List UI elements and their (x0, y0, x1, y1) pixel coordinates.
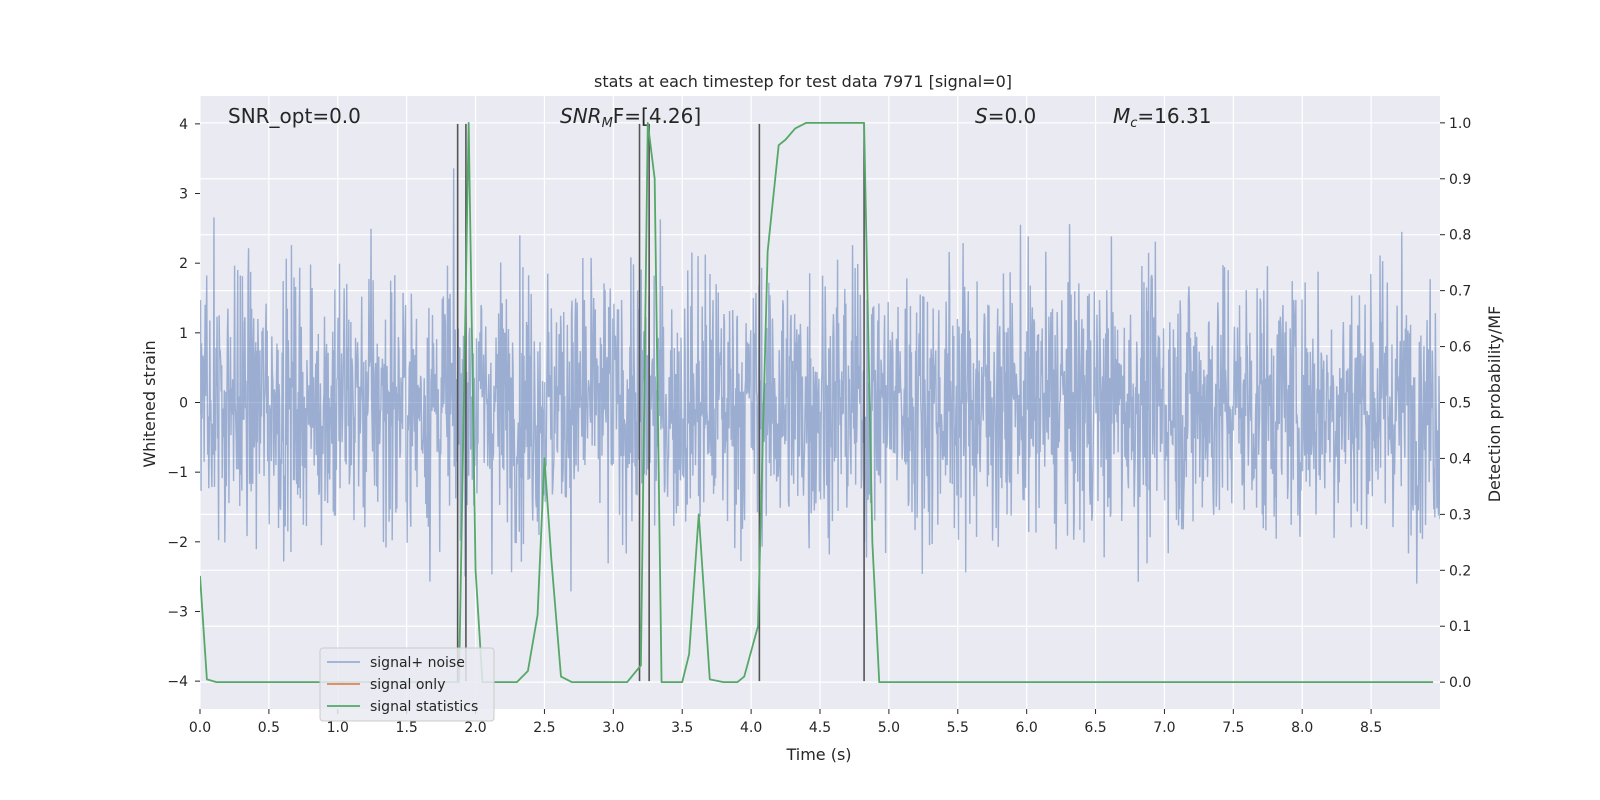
y-right-tick-label: 0.4 (1449, 451, 1471, 467)
x-tick-label: 7.5 (1222, 720, 1244, 736)
x-tick-label: 6.5 (1084, 720, 1106, 736)
annotation-s-suffix: =0.0 (988, 104, 1037, 128)
legend-box (319, 647, 495, 722)
x-tick-label: 3.5 (671, 720, 693, 736)
y-tick-label: −1 (167, 465, 188, 481)
x-tick-label: 6.0 (1016, 720, 1038, 736)
y-tick-label: −2 (167, 535, 188, 551)
y-tick-label: 0 (179, 396, 188, 412)
legend-label-signal-statistics: signal statistics (370, 699, 478, 715)
y-right-tick-label: 0.0 (1449, 675, 1471, 691)
annotation-mc: Mc=16.31 (1113, 104, 1211, 131)
x-axis-label: Time (s) (785, 745, 851, 764)
y-tick-label: −3 (167, 604, 188, 620)
y-right-tick-label: 0.7 (1449, 284, 1471, 300)
series-signal-noise (200, 168, 1440, 592)
series-line-signal-noise (200, 168, 1440, 592)
x-tick-label: 0.0 (189, 720, 211, 736)
annotation-snr-mf-sub: M (602, 116, 613, 131)
x-tick-label: 1.5 (396, 720, 418, 736)
y-right-tick-label: 0.8 (1449, 228, 1471, 244)
y-right-axis-ticks: 1.0 0.9 0.8 0.7 0.6 0.5 0.4 0.3 0.2 0.1 0.0 (1440, 116, 1471, 691)
chart-title: stats at each timestep for test data 797… (594, 72, 1012, 91)
x-tick-label: 8.5 (1360, 720, 1382, 736)
y-right-tick-label: 0.6 (1449, 340, 1471, 356)
x-tick-label: 1.0 (327, 720, 349, 736)
x-tick-label: 4.5 (809, 720, 831, 736)
annotation-mc-suffix: =16.31 (1137, 104, 1211, 128)
x-tick-label: 5.0 (878, 720, 900, 736)
series-signal-statistics (200, 121, 1434, 684)
y-right-tick-label: 0.2 (1449, 563, 1471, 579)
annotation-snr-mf-prefix: SNR (560, 104, 602, 128)
y-right-axis-label: Detection probability/MF (1485, 306, 1504, 503)
annotation-s-prefix: S (975, 104, 988, 128)
series-line-signal-statistics (200, 121, 1434, 684)
x-tick-label: 7.0 (1153, 720, 1175, 736)
x-tick-label: 2.5 (533, 720, 555, 736)
y-tick-label: 1 (179, 326, 188, 342)
legend-label-signal-noise: signal+ noise (370, 655, 465, 671)
y-axis-ticks: 4 3 2 1 0 −1 −2 −3 −4 (167, 117, 200, 690)
y-tick-label: 2 (179, 256, 188, 272)
x-tick-label: 2.0 (464, 720, 486, 736)
x-axis-ticks: 0.0 0.5 1.0 1.5 2.0 2.5 3.0 3.5 4.0 4.5 5.0 5.5 6.0 6… (189, 709, 1382, 736)
grid (199, 96, 1440, 709)
y-tick-label: 4 (179, 117, 188, 133)
annotation-s: S=0.0 (975, 104, 1036, 128)
annotation-snr-mf: SNRMF=[4.26] (560, 104, 701, 131)
y-axis-label: Whitened strain (140, 340, 159, 467)
y-right-tick-label: 0.9 (1449, 172, 1471, 188)
y-tick-label: 3 (179, 187, 188, 203)
x-tick-label: 5.5 (947, 720, 969, 736)
legend-label-signal-only: signal only (370, 677, 445, 693)
y-right-tick-label: 0.3 (1449, 507, 1471, 523)
annotation-mc-prefix: M (1113, 104, 1130, 128)
x-tick-label: 8.0 (1291, 720, 1313, 736)
x-tick-label: 0.5 (258, 720, 280, 736)
y-right-tick-label: 1.0 (1449, 116, 1471, 132)
y-right-tick-label: 0.1 (1449, 619, 1471, 635)
y-tick-label: −4 (167, 674, 188, 690)
x-tick-label: 4.0 (740, 720, 762, 736)
legend: signal+ noise signal only signal statist… (319, 647, 495, 722)
annotation-mc-sub: c (1130, 116, 1137, 131)
annotation-snr-opt: SNR_opt=0.0 (228, 104, 361, 128)
x-tick-label: 3.0 (602, 720, 624, 736)
annotation-snr-mf-suffix: F=[4.26] (613, 104, 701, 128)
y-right-tick-label: 0.5 (1449, 396, 1471, 412)
